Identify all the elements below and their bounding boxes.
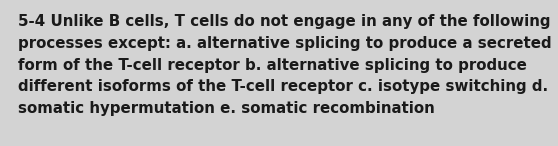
Text: somatic hypermutation e. somatic recombination: somatic hypermutation e. somatic recombi…: [18, 101, 435, 116]
Text: processes except: a. alternative splicing to produce a secreted: processes except: a. alternative splicin…: [18, 36, 552, 51]
Text: different isoforms of the T-cell receptor c. isotype switching d.: different isoforms of the T-cell recepto…: [18, 79, 548, 94]
Text: 5-4 Unlike B cells, T cells do not engage in any of the following: 5-4 Unlike B cells, T cells do not engag…: [18, 14, 551, 29]
Text: form of the T-cell receptor b. alternative splicing to produce: form of the T-cell receptor b. alternati…: [18, 58, 527, 73]
